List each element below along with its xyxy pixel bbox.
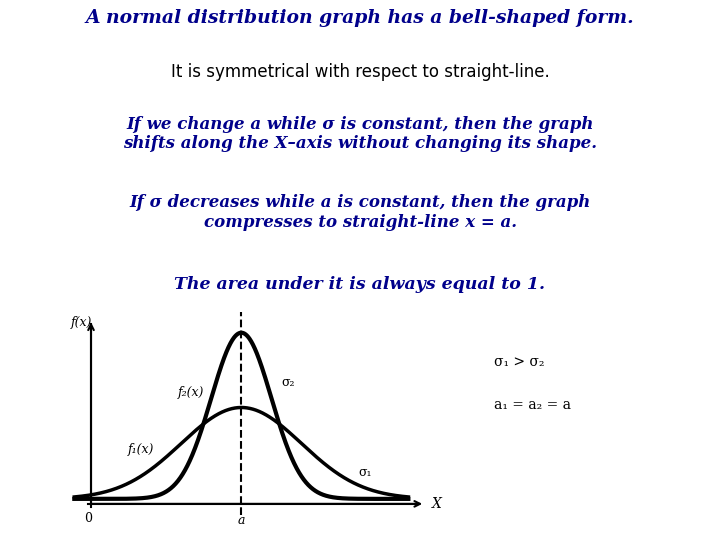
Text: σ₁: σ₁: [359, 466, 372, 479]
Text: f₂(x): f₂(x): [178, 386, 204, 399]
Text: 0: 0: [84, 512, 91, 525]
Text: σ₂: σ₂: [282, 376, 295, 389]
Text: f₁(x): f₁(x): [128, 443, 154, 456]
Text: a₁ = a₂ = a: a₁ = a₂ = a: [494, 398, 571, 412]
Text: f(x): f(x): [71, 316, 91, 329]
Text: If we change a while σ is constant, then the graph
shifts along the X–axis witho: If we change a while σ is constant, then…: [123, 116, 597, 152]
Text: X: X: [432, 497, 441, 511]
Text: It is symmetrical with respect to straight-line.: It is symmetrical with respect to straig…: [171, 63, 549, 80]
Text: σ₁ > σ₂: σ₁ > σ₂: [494, 355, 544, 369]
Text: If σ decreases while a is constant, then the graph
compresses to straight-line x: If σ decreases while a is constant, then…: [130, 194, 590, 231]
Text: The area under it is always equal to 1.: The area under it is always equal to 1.: [174, 275, 546, 293]
Text: A normal distribution graph has a bell-shaped form.: A normal distribution graph has a bell-s…: [86, 9, 634, 28]
Text: a: a: [238, 514, 245, 527]
